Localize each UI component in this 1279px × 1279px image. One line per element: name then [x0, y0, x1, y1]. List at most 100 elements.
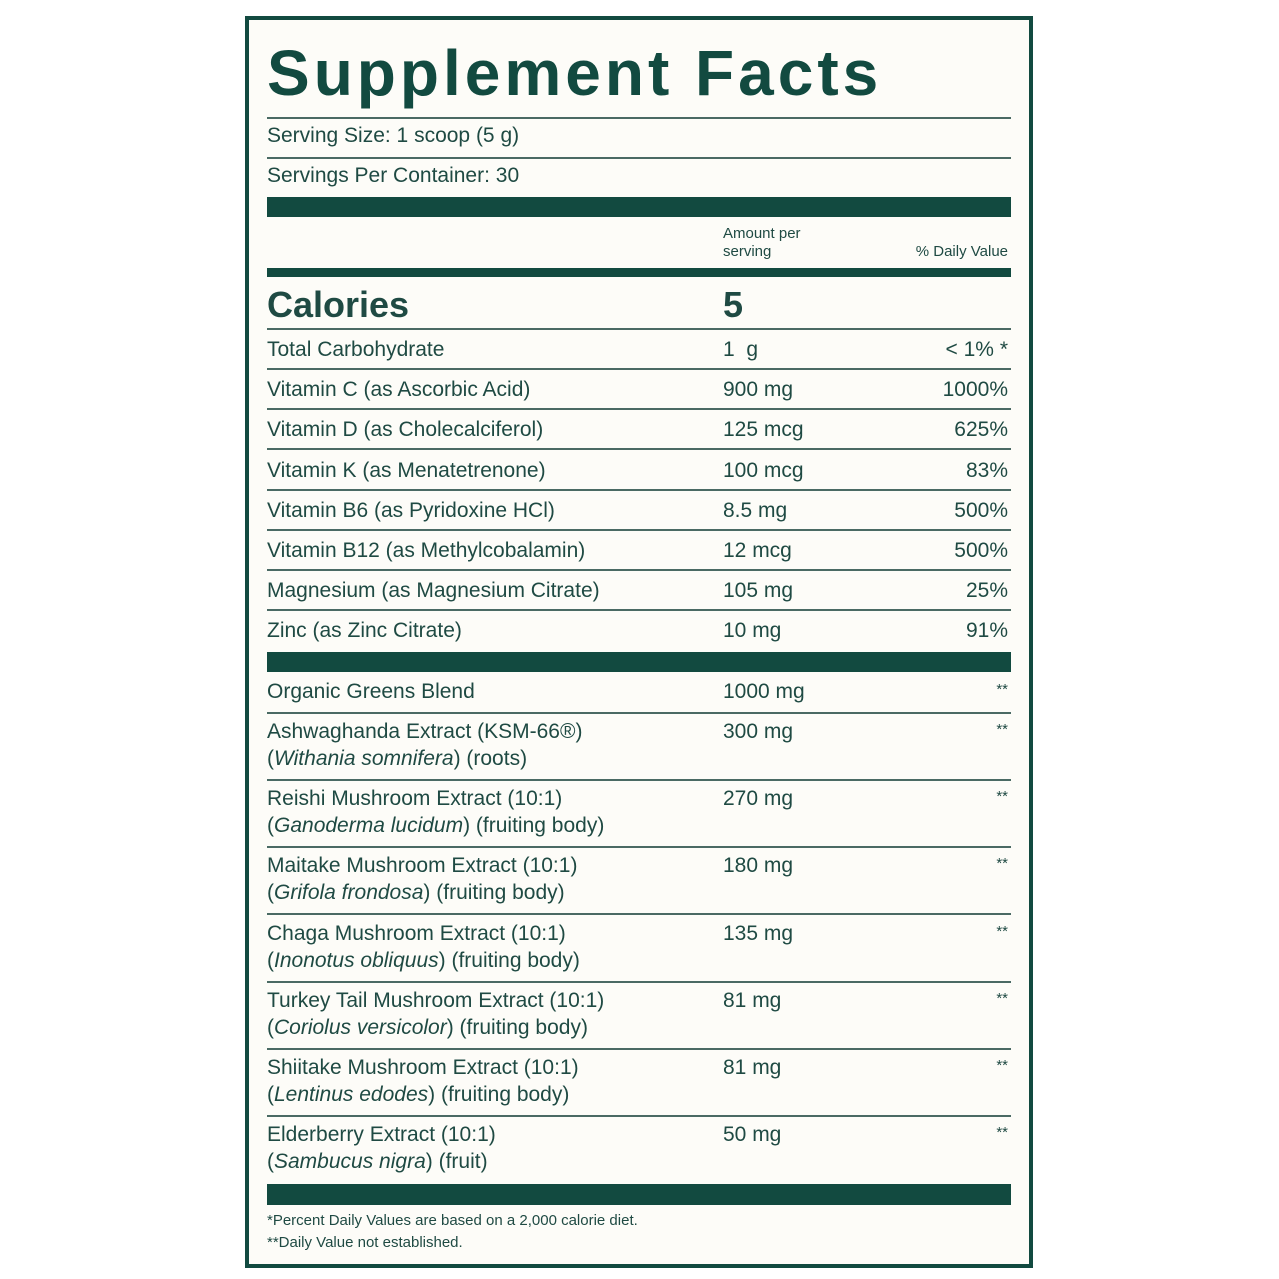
latin-name: Inonotus obliquus — [274, 948, 439, 972]
header-line: Amount per — [723, 225, 801, 242]
nutrient-name: Zinc (as Zinc Citrate) — [267, 619, 462, 643]
ingredient-source: (Ganoderma lucidum) (fruiting body) — [267, 814, 605, 838]
ingredient-amount: 300 mg — [723, 720, 794, 743]
divider — [267, 448, 1011, 451]
divider — [267, 569, 1011, 571]
divider — [267, 779, 1011, 781]
ingredient-name: Reishi Mushroom Extract (10:1) — [267, 787, 563, 811]
latin-name: Sambucus nigra — [274, 1150, 426, 1174]
ingredient-row: Reishi Mushroom Extract (10:1) (Ganoderma… — [267, 781, 1011, 849]
nutrient-amount: 105 mg — [723, 579, 794, 603]
ingredient-row: Elderberry Extract (10:1) (Sambucus nigra… — [267, 1117, 1011, 1184]
plant-part: (fruit) — [438, 1150, 488, 1174]
ingredient-dv: ** — [996, 681, 1008, 698]
divider — [267, 408, 1011, 411]
divider — [267, 488, 1011, 491]
nutrient-name: Vitamin B6 (as Pyridoxine HCl) — [267, 498, 555, 522]
nutrient-amount: 100 mcg — [723, 458, 804, 482]
ingredient-dv: ** — [996, 855, 1008, 873]
ingredient-dv: ** — [996, 1057, 1008, 1074]
nutrient-amount: 12 mcg — [723, 539, 792, 562]
divider — [267, 846, 1011, 849]
latin-name: Lentinus edodes — [274, 1083, 429, 1106]
footnote: *Percent Daily Values are based on a 2,0… — [267, 1212, 638, 1229]
calories-row: Calories 5 — [267, 282, 1011, 330]
nutrient-dv: 1000% — [942, 378, 1008, 402]
nutrient-amount: 10 mg — [723, 619, 782, 643]
plant-part: (fruiting body) — [459, 1015, 588, 1039]
servings-per-container: Servings Per Container: 30 — [267, 164, 520, 187]
ingredient-row: Turkey Tail Mushroom Extract (10:1) (Cori… — [267, 983, 1011, 1050]
ingredient-name: Chaga Mushroom Extract (10:1) — [267, 921, 566, 945]
plant-part: (fruiting body) — [475, 814, 605, 838]
latin-name: Withania somnifera — [274, 747, 454, 770]
ingredient-source: (Inonotus obliquus) (fruiting body) — [267, 948, 580, 972]
ingredient-source: (Grifola frondosa) (fruiting body) — [267, 881, 565, 905]
nutrient-name: Vitamin K (as Menatetrenone) — [267, 458, 546, 482]
divider — [267, 1047, 1011, 1050]
nutrient-row: Magnesium (as Magnesium Citrate) 105 mg 25… — [267, 571, 1011, 612]
ingredient-name: Elderberry Extract (10:1) — [267, 1123, 496, 1147]
nutrient-name: Vitamin D (as Cholecalciferol) — [267, 418, 544, 442]
ingredient-source: (Coriolus versicolor) (fruiting body) — [267, 1015, 588, 1039]
daily-value-header: % Daily Value — [915, 243, 1008, 260]
thick-divider — [267, 1184, 1011, 1205]
thick-divider — [267, 268, 1011, 277]
supplement-facts-panel: Supplement Facts Serving Size: 1 scoop (… — [245, 16, 1033, 1268]
divider — [267, 117, 1011, 119]
ingredient-source: (Sambucus nigra) (fruit) — [267, 1150, 488, 1174]
ingredient-amount: 180 mg — [723, 854, 794, 878]
divider — [267, 528, 1011, 531]
ingredient-dv: ** — [996, 989, 1008, 1007]
header-line: serving — [723, 243, 772, 260]
nutrient-row: Zinc (as Zinc Citrate) 10 mg 91% — [267, 611, 1011, 651]
ingredient-name: Maitake Mushroom Extract (10:1) — [267, 854, 578, 878]
divider — [267, 913, 1011, 916]
ingredient-row: Shiitake Mushroom Extract (10:1) (Lentinu… — [267, 1050, 1011, 1117]
ingredient-row: Ashwaghanda Extract (KSM-66®) (Withania s… — [267, 714, 1011, 781]
plant-part: (fruiting body) — [451, 948, 580, 972]
nutrient-name: Total Carbohydrate — [267, 338, 445, 361]
nutrient-dv: < 1% * — [945, 338, 1008, 361]
nutrient-name: Magnesium (as Magnesium Citrate) — [267, 579, 600, 603]
thick-divider — [267, 197, 1011, 217]
nutrient-dv: 625% — [954, 418, 1008, 442]
latin-name: Coriolus versicolor — [274, 1015, 447, 1039]
nutrient-name: Vitamin B12 (as Methylcobalamin) — [267, 539, 586, 562]
ingredient-row: Chaga Mushroom Extract (10:1) (Inonotus o… — [267, 916, 1011, 983]
nutrient-dv: 83% — [965, 458, 1008, 482]
calories-value: 5 — [723, 284, 744, 325]
ingredient-amount: 50 mg — [723, 1123, 782, 1147]
nutrient-dv: 500% — [954, 498, 1008, 522]
nutrient-amount: 125 mcg — [723, 418, 804, 442]
ingredient-name: Ashwaghanda Extract (KSM-66®) — [267, 720, 583, 743]
nutrient-name: Vitamin C (as Ascorbic Acid) — [267, 378, 531, 402]
serving-size: Serving Size: 1 scoop (5 g) — [267, 124, 520, 147]
panel-title: Supplement Facts — [267, 37, 883, 109]
plant-part: (fruiting body) — [436, 881, 565, 905]
divider — [267, 328, 1011, 330]
ingredient-amount: 81 mg — [723, 1056, 782, 1079]
ingredient-dv: ** — [996, 1124, 1008, 1142]
ingredient-source: (Lentinus edodes) (fruiting body) — [267, 1083, 570, 1106]
calories-label: Calories — [267, 284, 410, 325]
nutrient-row: Vitamin B12 (as Methylcobalamin) 12 mcg 50… — [267, 531, 1011, 571]
nutrient-row: Vitamin C (as Ascorbic Acid) 900 mg 1000% — [267, 370, 1011, 411]
nutrient-row: Vitamin B6 (as Pyridoxine HCl) 8.5 mg 500% — [267, 491, 1011, 531]
ingredient-name: Turkey Tail Mushroom Extract (10:1) — [267, 988, 605, 1012]
latin-name: Ganoderma lucidum — [274, 814, 464, 838]
divider — [267, 712, 1011, 714]
ingredient-name: Organic Greens Blend — [267, 680, 475, 703]
ingredient-dv: ** — [996, 721, 1008, 738]
nutrient-row: Vitamin D (as Cholecalciferol) 125 mcg 625… — [267, 410, 1011, 451]
plant-part: (roots) — [466, 747, 528, 770]
latin-name: Grifola frondosa — [274, 881, 424, 905]
ingredient-amount: 1000 mg — [723, 680, 805, 703]
blend-row: Organic Greens Blend 1000 mg ** — [267, 672, 1011, 714]
ingredient-source: (Withania somnifera) (roots) — [267, 747, 528, 770]
nutrient-row: Vitamin K (as Menatetrenone) 100 mcg 83% — [267, 451, 1011, 491]
divider — [267, 980, 1011, 983]
divider — [267, 368, 1011, 370]
divider — [267, 609, 1011, 612]
amount-per-serving-header: Amount per serving — [723, 225, 801, 261]
